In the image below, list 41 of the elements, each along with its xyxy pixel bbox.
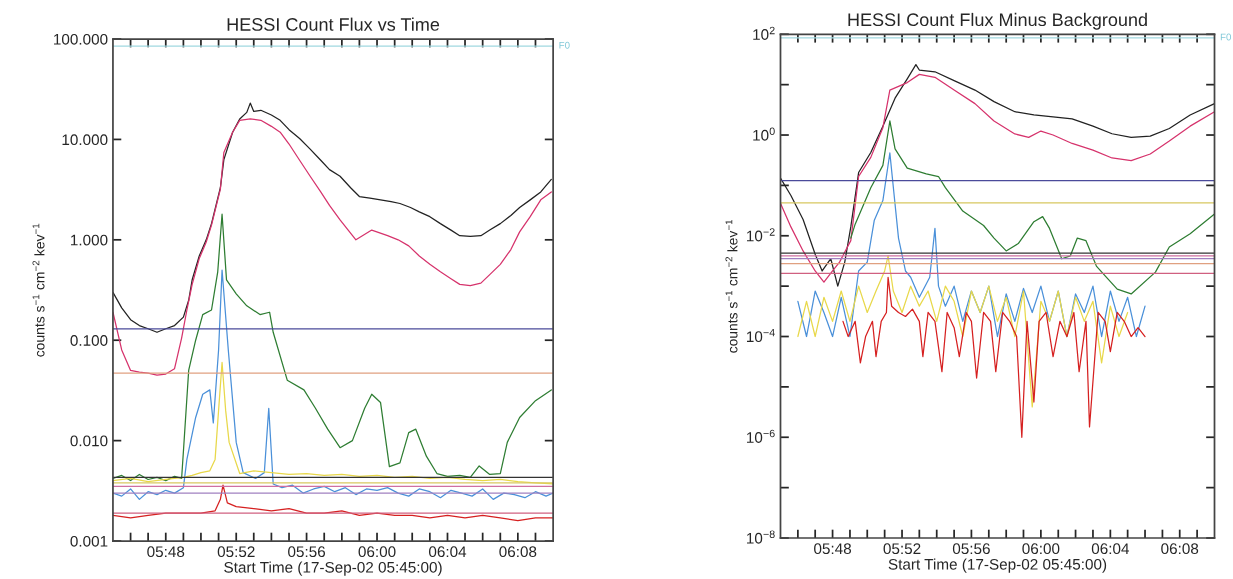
- line-series: [842, 276, 1146, 438]
- y-tick-label: 10$^{−4}$: [747, 328, 775, 343]
- line-series: [112, 213, 552, 482]
- chart-title: HESSI Count Flux Minus Background: [848, 12, 1147, 30]
- line-series: [850, 120, 1215, 295]
- x-axis-title: Start Time (17-Sep-02 05:45:00): [224, 561, 442, 576]
- x-tick-label: 05:56: [288, 546, 326, 558]
- y-tick-label: 10$^{−6}$: [747, 429, 775, 443]
- x-tick-label: 06:08: [1161, 543, 1199, 555]
- x-axis-title: Start Time (17-Sep-02 05:45:00): [888, 558, 1107, 573]
- y-tick-label: 0.100: [70, 335, 108, 346]
- line-series: [112, 118, 552, 376]
- y-tick-label: 10$^{0}$: [753, 127, 775, 141]
- chart-title: HESSI Count Flux vs Time: [227, 17, 440, 31]
- line-series: [112, 269, 554, 500]
- x-tick-label: 05:52: [883, 543, 921, 555]
- x-tick-label: 05:48: [814, 543, 852, 555]
- y-tick-label: 1.000: [71, 234, 108, 246]
- x-tick-label: 06:04: [1091, 543, 1130, 555]
- line-series: [112, 361, 554, 485]
- y-tick-label: 0.010: [70, 435, 108, 447]
- line-series: [112, 102, 552, 333]
- y-tick-label: 10$^{−8}$: [747, 530, 775, 544]
- y-tick-label: 10.000: [62, 134, 108, 146]
- y-tick-label: 100.000: [54, 33, 108, 45]
- x-tick-label: 05:48: [147, 546, 185, 558]
- x-tick-label: 06:08: [499, 546, 537, 558]
- x-tick-label: 05:56: [952, 543, 990, 555]
- x-tick-label: 06:04: [428, 546, 467, 558]
- annotation: F0: [559, 41, 570, 49]
- y-tick-label: 0.001: [70, 535, 108, 547]
- x-tick-label: 06:00: [358, 546, 396, 558]
- line-series: [797, 255, 1129, 408]
- y-axis-title: counts s$^{−1}$ cm$^{−2}$ kev$^{−1}$: [725, 219, 738, 353]
- y-axis-title: counts s$^{−1}$ cm$^{−2}$ kev$^{−1}$: [32, 223, 45, 357]
- y-tick-label: 10$^{2}$: [753, 26, 775, 40]
- x-tick-label: 06:00: [1022, 543, 1060, 555]
- annotation: F0: [1220, 33, 1232, 41]
- line-series: [797, 152, 1146, 338]
- y-tick-label: 10$^{−2}$: [747, 228, 775, 242]
- x-tick-label: 05:52: [217, 546, 255, 558]
